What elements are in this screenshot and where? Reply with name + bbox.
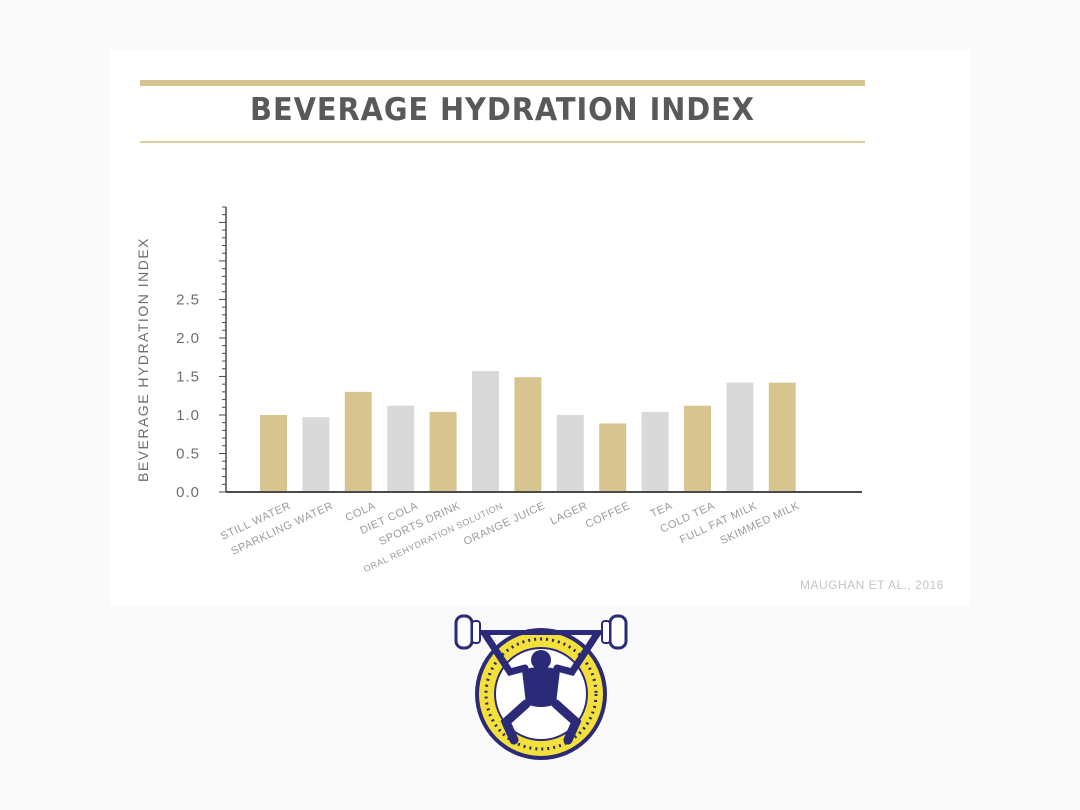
bar: [684, 405, 711, 492]
bar-chart: 0.0 0.5 1.0 1.5 2.0 2.5 BEVERAGE HYDRATION IND…: [135, 206, 862, 574]
bar: [387, 405, 415, 492]
y-axis-title: BEVERAGE HYDRATION INDEX: [135, 237, 151, 482]
y-tick-label: 0.0: [176, 484, 200, 501]
x-tick-label: COFFEE: [584, 500, 632, 531]
y-tick-label: 2.5: [176, 291, 200, 308]
x-tick-label: TEA: [649, 500, 675, 521]
bar: [556, 414, 584, 492]
y-tick-label: 1.5: [176, 368, 200, 385]
y-tick-label: 1.0: [176, 407, 200, 424]
bar: [429, 411, 457, 492]
bar: [768, 382, 796, 492]
bar: [726, 382, 754, 492]
bar: [260, 414, 287, 492]
title-rule-bottom: [140, 141, 865, 143]
chart-title: BEVERAGE HYDRATION INDEX: [250, 92, 755, 128]
y-tick-label: 2.0: [176, 330, 200, 347]
x-tick-label: LAGER: [548, 500, 589, 528]
bar: [514, 377, 542, 492]
weightlifter-emblem-icon: [454, 614, 628, 760]
source-credit: MAUGHAN ET AL., 2016: [800, 578, 944, 592]
bar: [472, 371, 499, 492]
bar: [641, 411, 669, 492]
x-tick-label: ORANGE JUICE: [462, 500, 547, 548]
title-rule-top: [140, 80, 865, 86]
y-tick-label: 0.5: [176, 445, 200, 462]
bar: [599, 423, 627, 492]
bar: [302, 417, 330, 492]
bar: [344, 391, 372, 492]
